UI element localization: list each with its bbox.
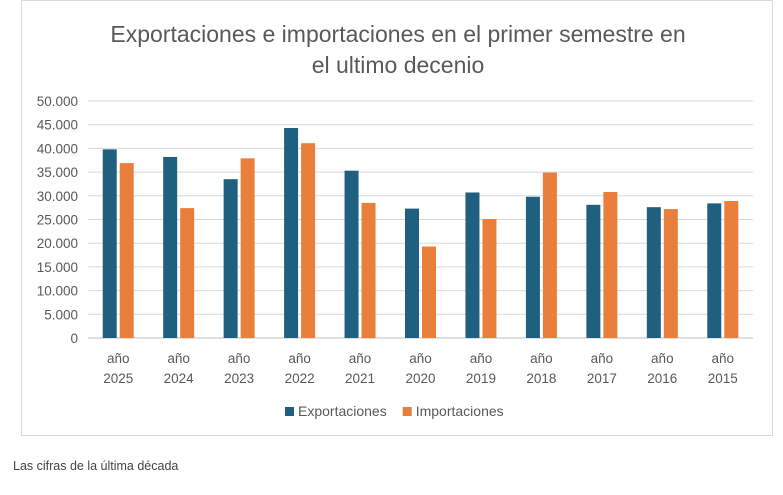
y-tick-label: 0 — [70, 331, 78, 346]
y-tick-label: 45.000 — [37, 118, 78, 133]
bar-exportaciones — [405, 208, 419, 338]
bar-importaciones — [482, 219, 497, 338]
bar-chart: 0 5.000 10.000 15.000 20.000 25.000 30.000 35.0… — [37, 94, 753, 419]
bar-importaciones — [542, 172, 557, 338]
x-tick-label-line-2: 2021 — [345, 371, 375, 386]
bar-exportaciones — [223, 179, 238, 338]
x-tick-label-line-2: 2015 — [708, 371, 738, 386]
x-tick-label-line-2: 2025 — [103, 371, 133, 386]
y-tick-label: 10.000 — [37, 284, 78, 299]
y-tick-label: 40.000 — [37, 141, 78, 156]
x-tick-label-line-2: 2024 — [164, 371, 195, 386]
y-tick-label: 35.000 — [37, 165, 78, 180]
bar-exportaciones — [284, 128, 299, 338]
bar-importaciones — [603, 192, 618, 338]
y-tick-label: 30.000 — [37, 189, 78, 204]
chart-title: Exportaciones e importaciones en el prim… — [22, 19, 774, 81]
x-tick-label-line-2: 2022 — [285, 371, 315, 386]
y-tick-label: 50.000 — [37, 94, 78, 109]
x-tick-label-line-1: año — [712, 351, 735, 366]
x-tick-label-line-1: año — [107, 351, 130, 366]
chart-title-line-2: el ultimo decenio — [311, 52, 485, 78]
x-tick-label-line-1: año — [228, 351, 251, 366]
x-tick-label-line-1: año — [167, 351, 190, 366]
y-tick-label: 5.000 — [44, 307, 78, 322]
bar-exportaciones — [707, 203, 722, 338]
y-tick-label: 25.000 — [37, 213, 78, 228]
bar-importaciones — [663, 209, 678, 338]
x-tick-label-line-2: 2016 — [647, 371, 677, 386]
x-tick-label-line-1: año — [349, 351, 372, 366]
x-tick-label-line-1: año — [651, 351, 674, 366]
x-tick-label-line-2: 2017 — [587, 371, 617, 386]
legend-swatch — [285, 407, 294, 416]
bar-importaciones — [119, 163, 134, 338]
bar-importaciones — [724, 201, 739, 338]
x-tick-label-line-1: año — [288, 351, 311, 366]
x-tick-label-line-1: año — [470, 351, 493, 366]
image-caption: Las cifras de la última década — [13, 459, 179, 473]
x-tick-label-line-2: 2020 — [405, 371, 435, 386]
bar-importaciones — [361, 202, 376, 338]
chart-frame: Exportaciones e importaciones en el prim… — [21, 0, 773, 436]
legend-label: Exportaciones — [298, 403, 387, 419]
bar-exportaciones — [646, 207, 661, 338]
legend-label: Importaciones — [416, 403, 504, 419]
bar-exportaciones — [163, 156, 178, 338]
x-tick-label-line-2: 2023 — [224, 371, 254, 386]
y-tick-label: 15.000 — [37, 260, 78, 275]
legend-swatch — [402, 407, 412, 416]
bar-exportaciones — [102, 149, 117, 338]
bar-exportaciones — [465, 192, 480, 338]
chart-title-line-1: Exportaciones e importaciones en el prim… — [110, 21, 686, 47]
x-tick-label-line-2: 2018 — [526, 371, 556, 386]
bar-importaciones — [240, 158, 255, 338]
x-tick-label-line-1: año — [409, 351, 432, 366]
x-tick-label-line-1: año — [591, 351, 614, 366]
bar-exportaciones — [344, 170, 359, 338]
y-tick-label: 20.000 — [37, 236, 78, 251]
bar-exportaciones — [525, 196, 540, 338]
x-tick-label-line-2: 2019 — [466, 371, 496, 386]
bar-importaciones — [301, 143, 316, 338]
bar-importaciones — [180, 208, 195, 338]
bar-importaciones — [422, 246, 436, 338]
x-tick-label-line-1: año — [530, 351, 553, 366]
bar-exportaciones — [586, 204, 601, 338]
